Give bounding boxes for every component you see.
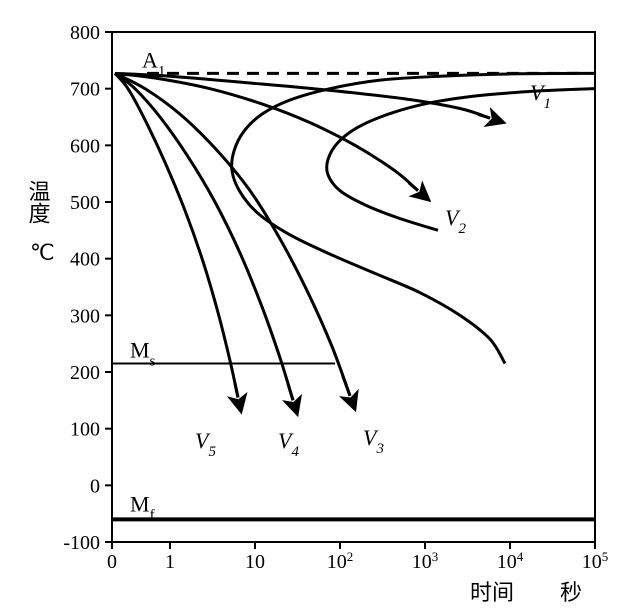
cooling-label-v2: V2 (445, 205, 466, 237)
y-tick-label: 0 (90, 475, 100, 497)
y-tick-label: 700 (70, 79, 100, 101)
y-tick-label: 200 (70, 362, 100, 384)
y-axis-unit: ℃ (30, 240, 55, 265)
x-tick-label: 102 (327, 549, 354, 574)
y-tick-label: 600 (70, 135, 100, 157)
c-curve-outer (232, 73, 595, 363)
cct-diagram: -100 0 100 200 300 400 500 600 700 800 温度 ℃ 0 1 10 102 1… (0, 0, 640, 613)
cooling-label-v3: V3 (363, 425, 384, 457)
y-tick-label: 500 (70, 192, 100, 214)
cooling-curve-v2 (115, 73, 418, 190)
y-tick-label: 100 (70, 419, 100, 441)
x-tick-label: 10 (245, 551, 265, 573)
cooling-arrow-v3 (343, 376, 350, 396)
cooling-label-v5: V5 (195, 428, 216, 460)
y-tick-label: -100 (63, 532, 100, 554)
ms-label: Ms (130, 338, 156, 370)
x-tick-label: 1 (165, 551, 175, 573)
x-axis-title-unit: 秒 (560, 580, 582, 605)
cooling-arrow-v4 (288, 383, 293, 400)
x-tick-label: 0 (107, 551, 117, 573)
y-axis-title: 温度 (26, 180, 51, 224)
x-tick-label: 105 (582, 549, 609, 574)
y-tick-label: 800 (70, 22, 100, 44)
x-tick-label: 103 (412, 549, 439, 574)
x-tick-label: 104 (497, 549, 524, 574)
plot-area (112, 32, 595, 542)
x-axis-title-cjk: 时间 (470, 580, 514, 605)
cooling-arrow-v1 (478, 114, 490, 118)
cooling-arrow-v5 (235, 383, 238, 398)
y-tick-label: 300 (70, 305, 100, 327)
cooling-label-v4: V4 (278, 428, 299, 460)
y-tick-label: 400 (70, 249, 100, 271)
cooling-arrow-v2 (409, 183, 418, 191)
cooling-label-v1: V1 (530, 80, 551, 112)
